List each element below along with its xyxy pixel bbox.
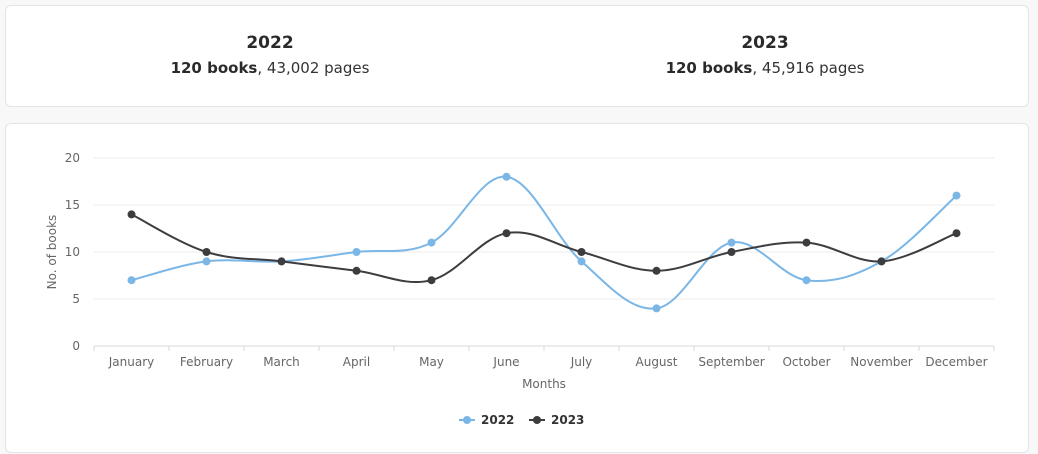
data-point-2023 bbox=[577, 248, 586, 256]
summary-pages: , 43,002 pages bbox=[257, 59, 370, 77]
data-point-2023 bbox=[352, 266, 361, 275]
data-point-2022 bbox=[352, 248, 361, 256]
x-tick-label: March bbox=[263, 355, 300, 369]
x-tick-label: February bbox=[180, 355, 233, 369]
data-point-2023 bbox=[127, 210, 136, 219]
x-tick-label: May bbox=[419, 355, 444, 369]
summary-books: 120 books bbox=[665, 59, 753, 77]
data-point-2023 bbox=[877, 257, 886, 266]
data-point-2022 bbox=[727, 238, 736, 247]
x-tick-label: October bbox=[782, 355, 830, 369]
x-tick-label: January bbox=[108, 355, 155, 369]
summary-stats: 120 books, 43,002 pages bbox=[70, 58, 470, 78]
x-tick-label: July bbox=[570, 355, 593, 369]
y-tick-label: 15 bbox=[65, 198, 80, 212]
y-axis-title: No. of books bbox=[45, 215, 59, 290]
x-axis-title: Months bbox=[522, 377, 566, 391]
y-tick-label: 10 bbox=[65, 245, 80, 259]
summary-year: 2022 bbox=[246, 33, 294, 53]
data-point-2022 bbox=[577, 257, 586, 266]
series-line-2023 bbox=[131, 213, 957, 284]
y-tick-label: 20 bbox=[65, 151, 80, 165]
legend-label: 2023 bbox=[551, 413, 584, 427]
data-point-2023 bbox=[202, 248, 211, 256]
x-tick-label: November bbox=[850, 355, 912, 369]
summary-books: 120 books bbox=[170, 59, 258, 77]
data-point-2022 bbox=[502, 172, 511, 181]
data-point-2023 bbox=[952, 229, 961, 238]
data-point-2022 bbox=[427, 238, 436, 247]
x-tick-label: December bbox=[925, 355, 987, 369]
summary-stats: 120 books, 45,916 pages bbox=[565, 58, 965, 78]
data-point-2023 bbox=[727, 248, 736, 256]
legend-marker bbox=[533, 416, 541, 424]
summary-card: 2022 120 books, 43,002 pages 2023 120 bo… bbox=[5, 5, 1029, 107]
summary-2022: 2022 120 books, 43,002 pages bbox=[70, 32, 470, 78]
data-point-2022 bbox=[652, 304, 661, 313]
data-point-2023 bbox=[427, 276, 436, 285]
data-point-2023 bbox=[652, 266, 661, 275]
x-tick-label: April bbox=[343, 355, 370, 369]
books-per-month-chart: 0 5 10 15 20 January February March April May June… bbox=[45, 151, 995, 427]
summary-year: 2023 bbox=[741, 33, 789, 53]
x-tick-label: June bbox=[492, 355, 519, 369]
summary-pages: , 45,916 pages bbox=[752, 59, 865, 77]
data-point-2022 bbox=[202, 257, 211, 266]
y-tick-label: 0 bbox=[72, 339, 80, 353]
data-point-2023 bbox=[277, 257, 286, 266]
series-line-2022 bbox=[131, 175, 958, 310]
summary-2023: 2023 120 books, 45,916 pages bbox=[565, 32, 965, 78]
x-tick-label: September bbox=[698, 355, 764, 369]
x-tick-label: August bbox=[636, 355, 678, 369]
data-point-2022 bbox=[952, 191, 961, 200]
legend-marker bbox=[463, 416, 471, 424]
legend-label: 2022 bbox=[481, 413, 514, 427]
data-point-2022 bbox=[127, 276, 136, 285]
data-point-2023 bbox=[802, 238, 811, 247]
data-point-2022 bbox=[802, 276, 811, 285]
chart-card: 0 5 10 15 20 January February March April May June… bbox=[5, 123, 1029, 453]
data-point-2023 bbox=[502, 229, 511, 238]
y-tick-label: 5 bbox=[72, 292, 80, 306]
